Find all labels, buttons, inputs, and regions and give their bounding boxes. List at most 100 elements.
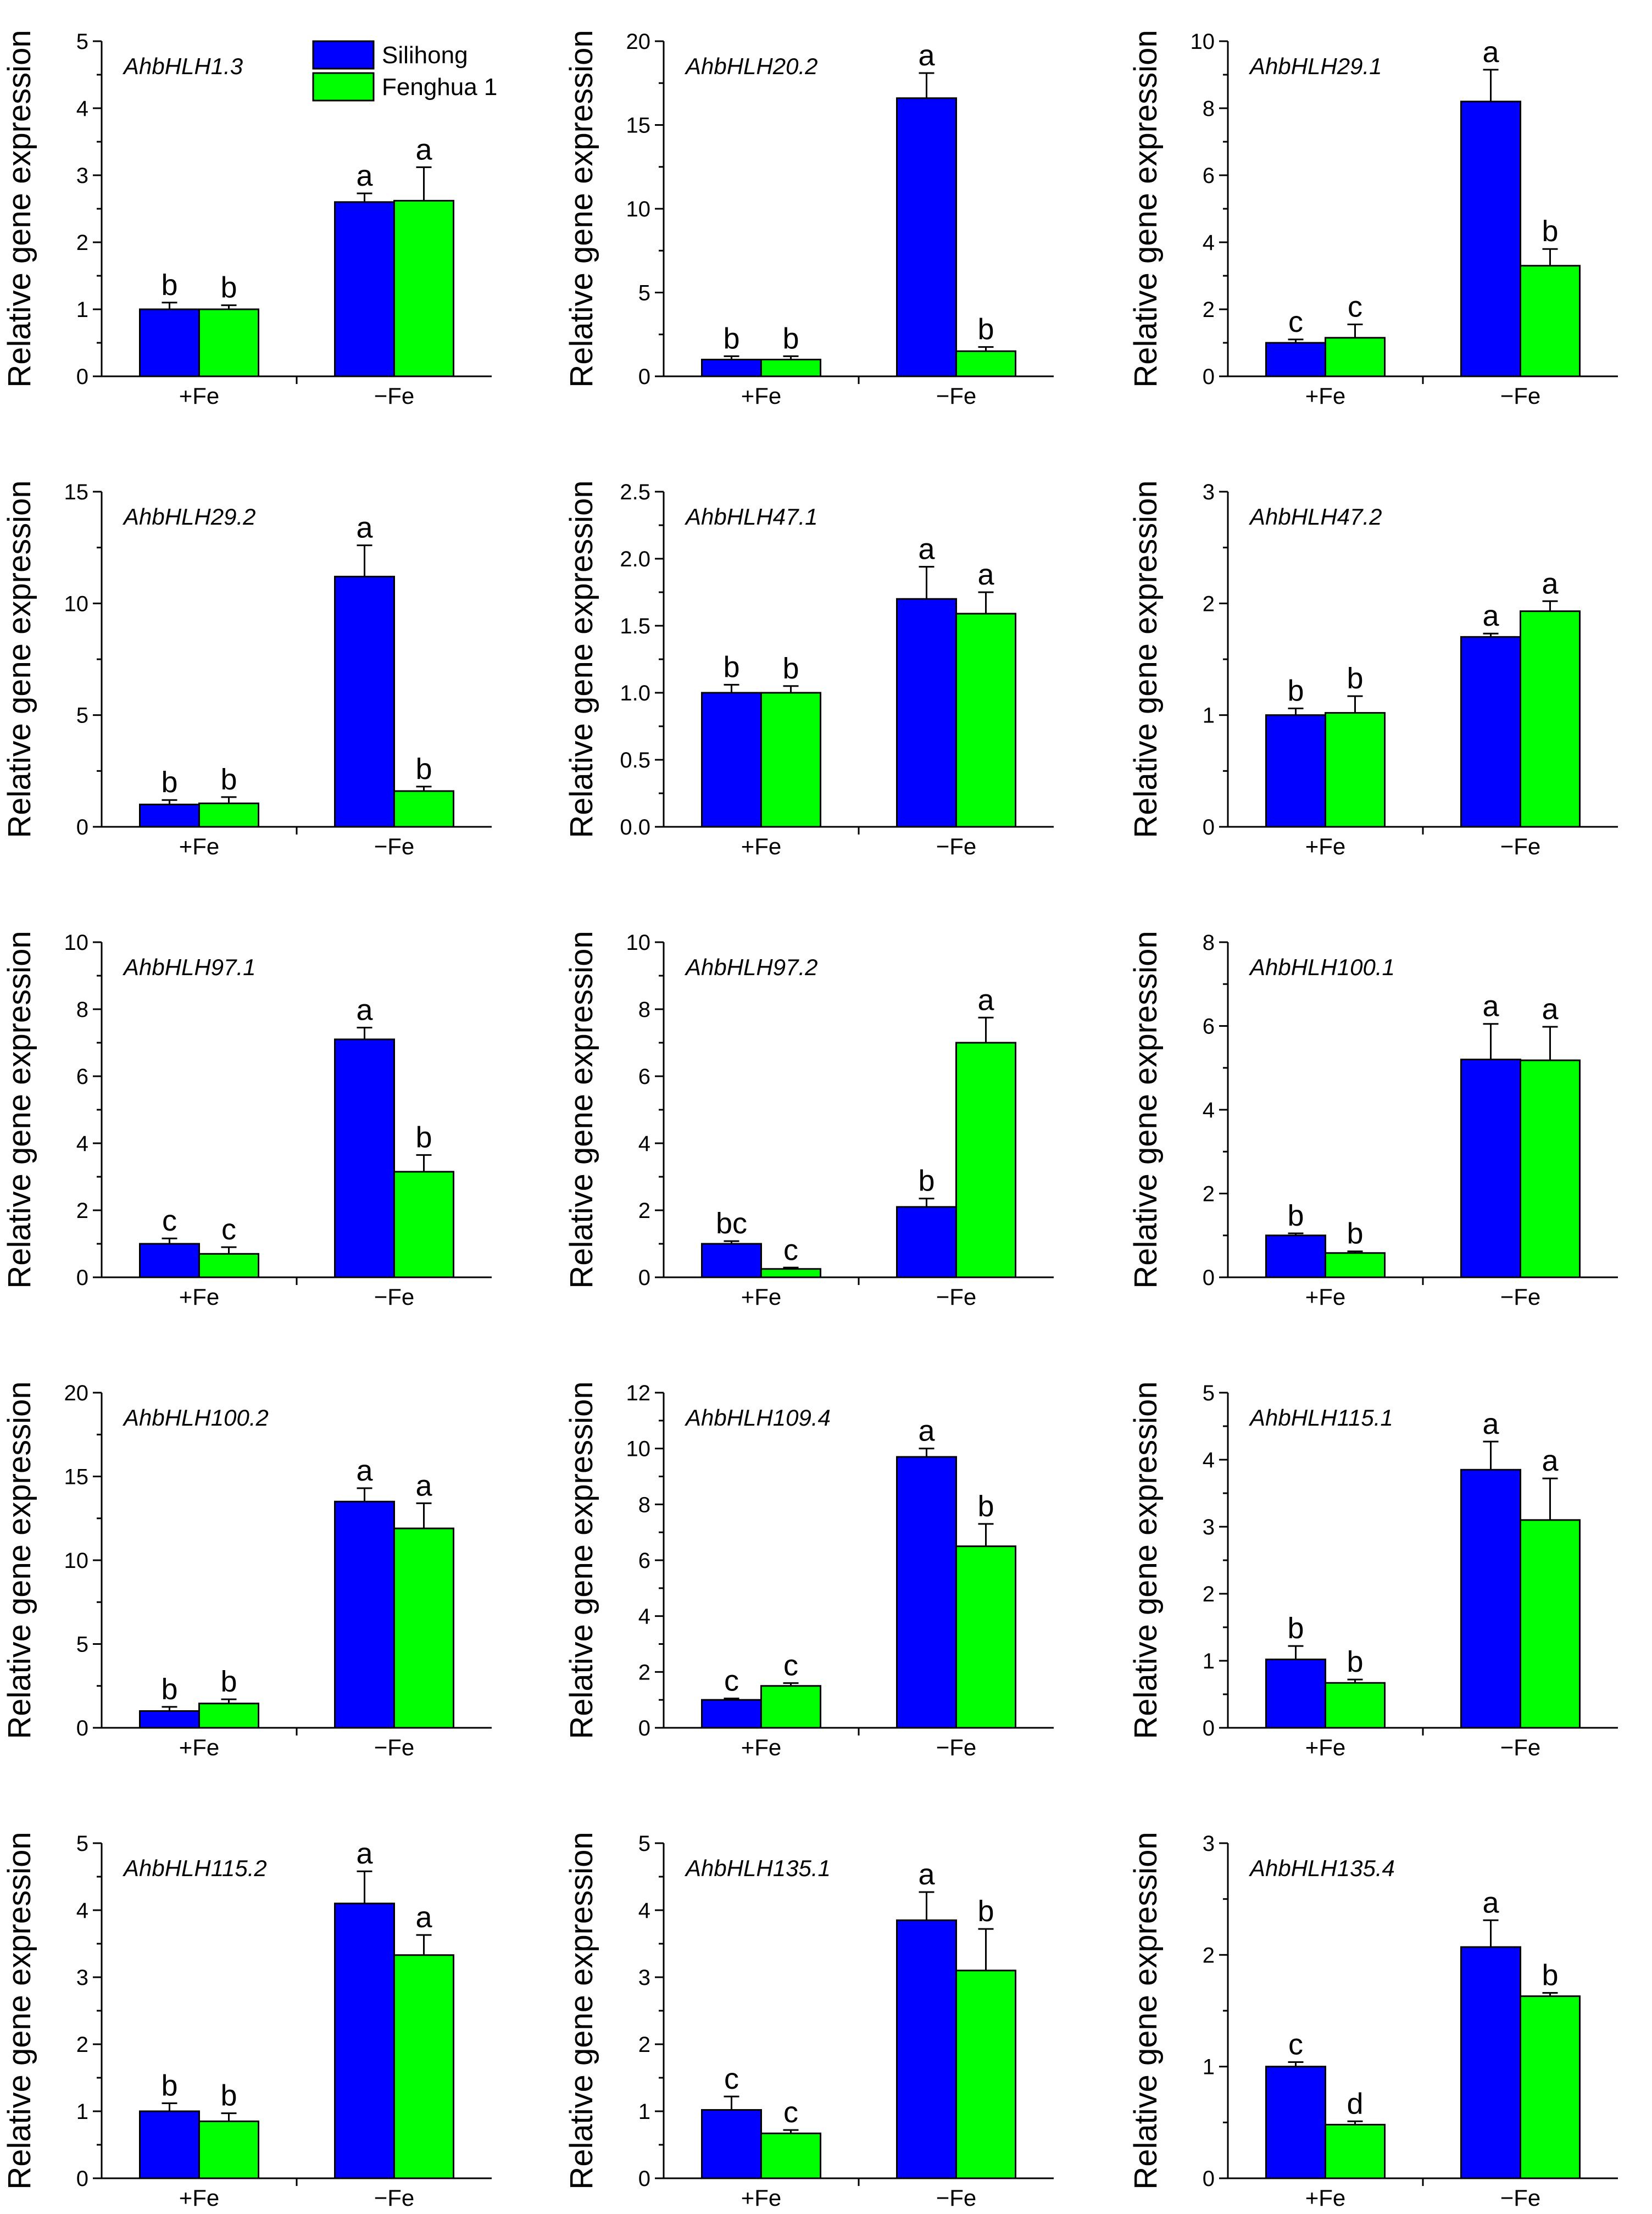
bar: [393, 199, 454, 377]
legend-label: Silihong: [382, 42, 468, 69]
y-tick-label: 5: [76, 30, 88, 54]
y-tick-label: 3: [1203, 1832, 1215, 1856]
x-tick-label: +Fe: [1305, 833, 1346, 859]
significance-letter: b: [161, 1673, 177, 1706]
y-tick-label: 1.0: [620, 681, 650, 705]
y-axis-label: Relative gene expression: [1128, 1381, 1164, 1739]
bar: [1520, 1995, 1581, 2179]
significance-letter: a: [415, 1901, 432, 1934]
y-tick-label: 3: [76, 1966, 88, 1990]
bar: [1460, 1946, 1521, 2179]
significance-letter: c: [783, 2096, 798, 2129]
y-tick-label: 15: [64, 480, 89, 504]
y-tick-label: 2: [638, 1660, 650, 1684]
y-tick-label: 4: [638, 1132, 650, 1156]
bar: [896, 1919, 957, 2179]
y-tick-label: 10: [64, 931, 89, 955]
bar: [1325, 1252, 1386, 1278]
significance-letter: a: [1482, 36, 1499, 69]
bar: [701, 2109, 762, 2179]
x-tick-label: +Fe: [179, 1734, 220, 1760]
y-tick-label: 4: [638, 1605, 650, 1629]
significance-letter: b: [782, 652, 799, 685]
y-tick-label: 2.5: [620, 480, 650, 504]
panel-title: AhbHLH97.1: [122, 954, 256, 980]
y-tick-label: 5: [76, 1633, 88, 1657]
y-tick-label: 0: [1203, 1716, 1215, 1740]
significance-letter: c: [162, 1204, 177, 1237]
bar: [334, 1500, 395, 1729]
y-tick-label: 4: [76, 1899, 88, 1923]
y-tick-label: 0: [638, 1716, 650, 1740]
legend-swatch: [312, 72, 375, 102]
y-tick-label: 0.0: [620, 815, 650, 839]
bar: [1265, 1659, 1326, 1729]
significance-letter: a: [356, 511, 373, 544]
significance-letter: d: [1347, 2087, 1363, 2120]
y-tick-label: 0: [76, 815, 88, 839]
significance-letter: a: [1542, 1444, 1559, 1477]
bar: [955, 613, 1016, 828]
panel-1: b a b a 0 1 2 3 4 5 +Fe −Fe AhbHLH1.3 Relative gene e…: [2, 30, 492, 409]
y-tick-label: 10: [626, 197, 651, 221]
y-tick-label: 5: [638, 281, 650, 305]
bar: [896, 97, 957, 377]
y-axis-label: Relative gene expression: [2, 931, 37, 1288]
panel-title: AhbHLH135.1: [684, 1855, 831, 1881]
significance-letter: a: [918, 1858, 935, 1891]
significance-letter: a: [356, 159, 373, 192]
y-tick-label: 2: [1203, 592, 1215, 616]
bar: [896, 1456, 957, 1729]
y-axis-label: Relative gene expression: [1128, 480, 1164, 838]
y-tick-label: 2: [638, 1199, 650, 1223]
significance-letter: b: [977, 313, 994, 346]
y-tick-label: 2: [1203, 1182, 1215, 1206]
y-tick-label: 3: [638, 1966, 650, 1990]
x-tick-label: +Fe: [741, 1284, 782, 1310]
significance-letter: b: [161, 2069, 177, 2102]
significance-letter: a: [1482, 990, 1499, 1023]
panel-5: b a b a 0.0 0.5 1.0 1.5 2.0 2.5 +Fe −Fe AhbHLH47.1 Re…: [564, 480, 1054, 859]
y-tick-label: 10: [626, 931, 651, 955]
x-tick-label: +Fe: [741, 1734, 782, 1760]
y-tick-label: 2: [76, 1199, 88, 1223]
x-tick-label: −Fe: [1500, 1284, 1541, 1310]
panel-title: AhbHLH100.2: [122, 1405, 269, 1431]
bar: [760, 1685, 821, 1729]
significance-letter: b: [1287, 674, 1304, 707]
significance-letter: b: [161, 766, 177, 799]
y-tick-label: 8: [76, 998, 88, 1022]
y-tick-label: 4: [1203, 231, 1215, 255]
y-tick-label: 10: [64, 1549, 89, 1573]
significance-letter: c: [221, 1213, 236, 1246]
bar: [701, 1243, 762, 1278]
significance-letter: a: [1542, 567, 1559, 600]
x-tick-label: +Fe: [1305, 2185, 1346, 2211]
y-tick-label: 1.5: [620, 614, 650, 638]
x-tick-label: +Fe: [741, 2185, 782, 2211]
bar: [139, 1243, 200, 1278]
x-tick-label: −Fe: [936, 2185, 977, 2211]
bar: [1325, 712, 1386, 828]
bar: [198, 308, 259, 377]
x-tick-label: +Fe: [179, 2185, 220, 2211]
bar: [139, 308, 200, 377]
legend: Silihong Fenghua 1: [312, 40, 497, 102]
x-tick-label: −Fe: [936, 1284, 977, 1310]
bar: [1520, 265, 1581, 377]
y-tick-label: 4: [76, 1132, 88, 1156]
significance-letter: b: [220, 2079, 237, 2112]
x-tick-label: +Fe: [1305, 383, 1346, 409]
bar: [393, 790, 454, 828]
y-tick-label: 4: [1203, 1448, 1215, 1472]
significance-letter: a: [918, 533, 935, 566]
bar: [896, 1206, 957, 1278]
significance-letter: b: [723, 322, 739, 355]
y-tick-label: 0: [1203, 815, 1215, 839]
bar: [1265, 1234, 1326, 1278]
y-tick-label: 2.0: [620, 547, 650, 571]
y-axis-label: Relative gene expression: [564, 931, 599, 1288]
y-tick-label: 5: [1203, 1381, 1215, 1405]
y-axis-label: Relative gene expression: [1128, 931, 1164, 1288]
